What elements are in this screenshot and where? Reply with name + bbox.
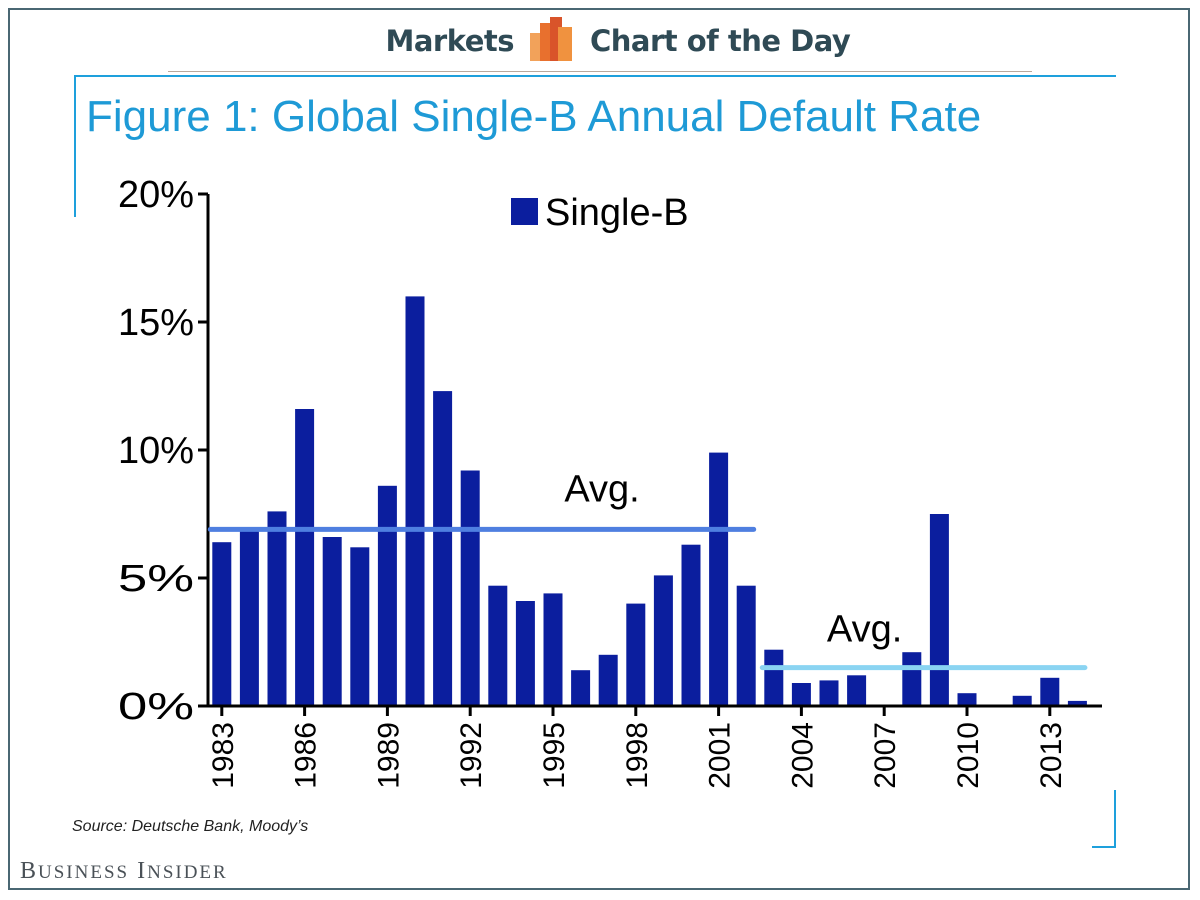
bar-1991 — [433, 391, 453, 706]
bar-2001 — [709, 452, 729, 706]
title-rule-top — [74, 75, 1116, 77]
bar-1999 — [653, 575, 673, 706]
brand-b: B — [20, 858, 39, 884]
x-tick-label: 1989 — [372, 722, 405, 789]
bar-2005 — [819, 680, 839, 706]
bar-2014 — [1067, 700, 1087, 706]
bar-1986 — [295, 409, 315, 706]
bar-1996 — [571, 670, 591, 706]
x-tick-label: 2007 — [869, 722, 902, 789]
brand-i: I — [137, 858, 148, 884]
brand-nsider: NSIDER — [147, 862, 228, 883]
bar-1993 — [488, 585, 508, 706]
bar-1990 — [405, 296, 425, 706]
average-label-2: Avg. — [827, 609, 902, 651]
business-insider-logo: BUSINESS INSIDER — [20, 858, 228, 885]
y-tick-label: 5% — [118, 558, 194, 600]
bar-1989 — [377, 485, 397, 706]
markets-label: Markets — [385, 24, 514, 58]
header: Markets Chart of the Day — [0, 14, 1200, 70]
title-rule-left — [74, 75, 76, 217]
bar-2012 — [1012, 695, 1032, 706]
bar-2008 — [902, 652, 922, 706]
bar-1992 — [460, 470, 480, 706]
bar-1983 — [212, 542, 232, 706]
brand-usiness: USINESS — [38, 862, 130, 883]
x-tick-label: 1986 — [290, 722, 323, 789]
x-tick-label: 1995 — [538, 722, 571, 789]
x-tick-label: 1983 — [207, 722, 240, 789]
x-tick-label: 2004 — [786, 722, 819, 789]
chart-of-the-day-label: Chart of the Day — [590, 24, 851, 58]
chart-rule-right — [1114, 790, 1116, 848]
y-tick-label: 0% — [118, 686, 194, 728]
bar-2006 — [847, 675, 867, 706]
chart-rule-bottom — [1092, 846, 1116, 848]
bar-chart-logo-icon — [530, 17, 572, 61]
x-tick-label: 1998 — [621, 722, 654, 789]
outer-frame — [8, 8, 1190, 890]
x-tick-label: 2013 — [1035, 722, 1068, 789]
bar-2009 — [929, 514, 949, 706]
bar-1988 — [350, 547, 370, 706]
legend-swatch — [511, 198, 538, 225]
bar-1995 — [543, 593, 563, 706]
bar-2013 — [1040, 677, 1060, 706]
bar-2003 — [764, 649, 784, 706]
bar-1998 — [626, 603, 646, 706]
source-note: Source: Deutsche Bank, Moody’s — [72, 818, 309, 835]
bar-1985 — [267, 511, 287, 706]
bar-2004 — [791, 683, 811, 706]
bar-2000 — [681, 544, 701, 706]
bar-2002 — [736, 585, 756, 706]
bar-1994 — [515, 601, 535, 706]
header-divider — [168, 71, 1032, 72]
x-tick-label: 2001 — [704, 722, 737, 789]
bar-1997 — [598, 654, 618, 706]
legend-label: Single-B — [545, 192, 689, 234]
y-tick-label: 15% — [118, 302, 194, 344]
y-tick-label: 10% — [118, 430, 194, 472]
average-label-1: Avg. — [564, 468, 639, 510]
y-tick-label: 20% — [118, 174, 194, 216]
bar-2010 — [957, 693, 977, 706]
x-tick-label: 1992 — [455, 722, 488, 789]
x-tick-label: 2010 — [952, 722, 985, 789]
chart-title: Figure 1: Global Single-B Annual Default… — [86, 92, 982, 141]
bar-1987 — [322, 537, 342, 706]
bar-1984 — [239, 529, 259, 706]
